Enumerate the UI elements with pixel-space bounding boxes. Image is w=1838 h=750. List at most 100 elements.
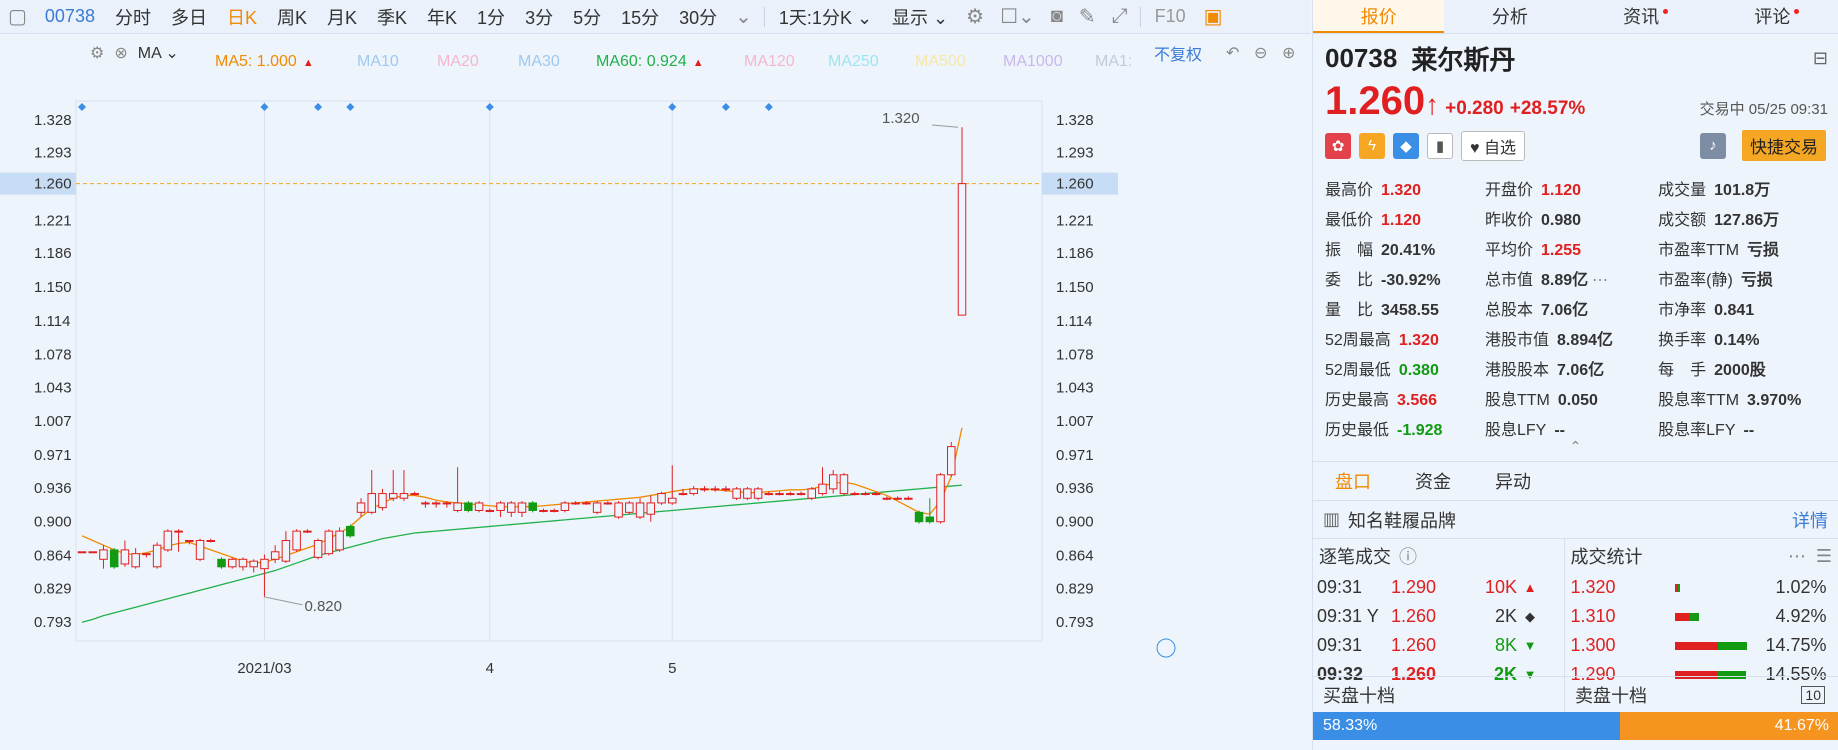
panel-tab[interactable]: 资金 bbox=[1415, 472, 1451, 492]
event-marker-icon[interactable] bbox=[764, 103, 773, 111]
add-favorite-button[interactable]: ♥ 自选 bbox=[1461, 130, 1525, 161]
ten-level-icon[interactable]: 10 bbox=[1801, 685, 1825, 704]
candle-body[interactable] bbox=[893, 497, 902, 500]
tag-icon[interactable]: ◆ bbox=[1393, 132, 1419, 159]
sell-ten-label[interactable]: 卖盘十档 bbox=[1575, 685, 1647, 706]
candle-body[interactable] bbox=[571, 502, 580, 505]
candle-body[interactable] bbox=[560, 502, 570, 511]
candle-body[interactable] bbox=[625, 502, 634, 513]
gear-icon[interactable]: ⚙ bbox=[966, 6, 985, 28]
candle-body[interactable] bbox=[818, 483, 827, 495]
candle-body[interactable] bbox=[517, 502, 527, 513]
candle-body[interactable] bbox=[947, 446, 956, 476]
candle-body[interactable] bbox=[227, 558, 237, 568]
candle-body[interactable] bbox=[904, 497, 913, 500]
candle-body[interactable] bbox=[957, 183, 967, 316]
candle-body[interactable] bbox=[421, 502, 430, 505]
candle-body[interactable] bbox=[313, 540, 323, 558]
candle-body[interactable] bbox=[260, 558, 269, 570]
event-marker-icon[interactable] bbox=[346, 103, 355, 111]
candle-body[interactable] bbox=[88, 551, 97, 554]
event-marker-icon[interactable] bbox=[668, 103, 677, 111]
candle-body[interactable] bbox=[871, 493, 881, 496]
period-tab[interactable]: 5分 bbox=[573, 7, 602, 28]
hk-flag-icon[interactable]: ✿ bbox=[1325, 132, 1351, 159]
ma-item[interactable]: MA120 bbox=[744, 53, 795, 71]
candle-body[interactable] bbox=[249, 560, 258, 568]
ma-item[interactable]: MA1000 bbox=[1003, 53, 1063, 71]
candle-body[interactable] bbox=[549, 509, 559, 512]
period-tab[interactable]: 多日 bbox=[170, 7, 207, 28]
candle-body[interactable] bbox=[335, 530, 344, 551]
period-tab[interactable]: 15分 bbox=[621, 7, 660, 28]
event-marker-icon[interactable] bbox=[78, 103, 86, 111]
candle-body[interactable] bbox=[485, 509, 495, 512]
ma-item[interactable]: MA10 bbox=[357, 53, 399, 71]
candle-body[interactable] bbox=[378, 493, 387, 509]
fullscreen-icon[interactable]: ⤢ bbox=[1111, 5, 1128, 27]
candle-body[interactable] bbox=[99, 549, 108, 560]
candle-body[interactable] bbox=[185, 540, 194, 543]
candle-body[interactable] bbox=[861, 493, 870, 496]
gear-icon[interactable]: ⚙ bbox=[90, 45, 105, 62]
zoom-in-icon[interactable]: ⊕ bbox=[1282, 45, 1296, 62]
candle-body[interactable] bbox=[839, 474, 849, 495]
candle-body[interactable] bbox=[528, 502, 537, 511]
collapse-panel-icon[interactable]: ⊟ bbox=[1812, 48, 1828, 68]
candle-body[interactable] bbox=[442, 502, 452, 505]
candle-body[interactable] bbox=[775, 493, 784, 496]
panel-toggle-icon[interactable]: ▣ bbox=[1203, 6, 1223, 28]
candle-body[interactable] bbox=[367, 493, 377, 513]
candle-body[interactable] bbox=[292, 530, 301, 551]
panel-tab[interactable]: 盘口 bbox=[1335, 472, 1371, 492]
candle-body[interactable] bbox=[217, 558, 226, 568]
candle-body[interactable] bbox=[303, 530, 312, 533]
candle-body[interactable] bbox=[77, 551, 87, 554]
candlestick-chart[interactable]: 1.328 1.328 1.293 1.293 1.260 1.260 1.221 1.221… bbox=[0, 71, 1311, 750]
candle-body[interactable] bbox=[828, 474, 838, 490]
chevron-down-icon[interactable]: ⌄ bbox=[735, 6, 752, 28]
candle-body[interactable] bbox=[710, 488, 720, 491]
list-icon[interactable]: ☰ bbox=[1815, 545, 1832, 566]
more-icon[interactable]: ⋯ bbox=[1592, 272, 1609, 289]
candle-body[interactable] bbox=[646, 502, 656, 515]
candle-body[interactable] bbox=[539, 509, 548, 512]
candle-body[interactable] bbox=[721, 488, 731, 491]
ticks-list[interactable]: 09:31 1.290 10K ▲ 09:31 Y 1.260 2K ◆ 09:31 1.260 8… bbox=[1313, 573, 1564, 683]
period-tab[interactable]: 1分 bbox=[477, 7, 506, 28]
candle-body[interactable] bbox=[356, 502, 366, 513]
candle-body[interactable] bbox=[732, 488, 741, 499]
quote-tab[interactable]: 评论 bbox=[1707, 0, 1838, 33]
sidebar-toggle-icon[interactable]: ▢ bbox=[8, 6, 27, 28]
period-tab[interactable]: 月K bbox=[327, 7, 358, 28]
quote-tab[interactable]: 报价 bbox=[1313, 0, 1445, 33]
candle-body[interactable] bbox=[163, 530, 173, 551]
panel-tab[interactable]: 异动 bbox=[1495, 472, 1531, 492]
candle-body[interactable] bbox=[807, 488, 817, 499]
quote-tab[interactable]: 资讯 bbox=[1576, 0, 1707, 33]
event-marker-icon[interactable] bbox=[314, 103, 323, 111]
candle-body[interactable] bbox=[635, 502, 645, 518]
candle-body[interactable] bbox=[131, 553, 140, 568]
ma-item[interactable]: MA500 bbox=[915, 53, 966, 71]
candle-body[interactable] bbox=[464, 502, 473, 511]
candle-body[interactable] bbox=[882, 497, 892, 500]
candle-body[interactable] bbox=[410, 493, 419, 496]
candle-body[interactable] bbox=[850, 493, 859, 496]
event-badge-icon[interactable] bbox=[1156, 638, 1176, 658]
draw-box-icon[interactable]: ☐⌄ bbox=[1000, 6, 1035, 28]
candle-body[interactable] bbox=[786, 493, 795, 496]
candle-body[interactable] bbox=[507, 502, 516, 513]
undo-icon[interactable]: ↶ bbox=[1226, 45, 1240, 62]
candle-body[interactable] bbox=[270, 551, 280, 560]
stock-code[interactable]: 00738 bbox=[44, 6, 95, 26]
candle-body[interactable] bbox=[431, 502, 441, 505]
camera-icon[interactable]: ◙ bbox=[1050, 5, 1063, 27]
candle-body[interactable] bbox=[281, 540, 291, 562]
mode-select[interactable]: 1天:1分K ⌄ bbox=[778, 7, 873, 28]
candle-body[interactable] bbox=[764, 493, 774, 496]
ma-item[interactable]: MA60: 0.924 ▲ bbox=[596, 53, 704, 71]
candle-body[interactable] bbox=[324, 530, 334, 555]
ma-item[interactable]: MA5: 1.000 ▲ bbox=[215, 53, 314, 71]
event-marker-icon[interactable] bbox=[260, 103, 269, 111]
